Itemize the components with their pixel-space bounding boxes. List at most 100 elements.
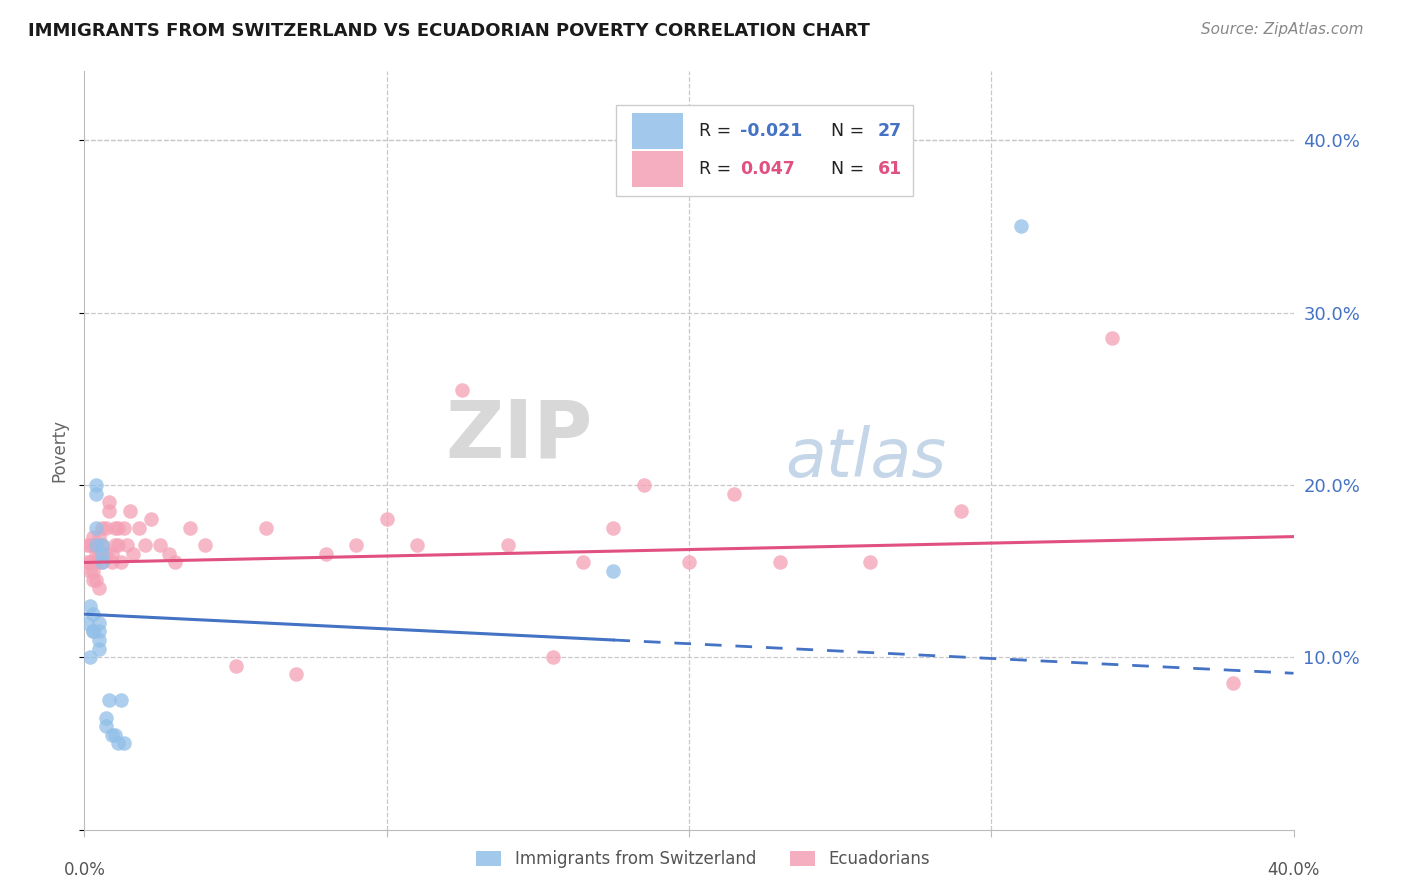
Point: [76, 538, 98, 552]
Point: [86, 486, 108, 500]
Text: R =: R =: [699, 122, 737, 140]
Point: [82, 624, 104, 639]
Point: [723, 486, 745, 500]
Point: [107, 736, 129, 750]
Text: N =: N =: [820, 161, 869, 178]
Point: [97, 495, 120, 509]
Point: [406, 538, 429, 552]
Text: 0.0%: 0.0%: [63, 861, 105, 879]
Point: [79, 599, 101, 613]
Point: [139, 512, 162, 526]
Point: [86, 521, 108, 535]
Bar: [633, 151, 683, 187]
Point: [112, 736, 135, 750]
Text: 0.047: 0.047: [740, 161, 794, 178]
Legend: Immigrants from Switzerland, Ecuadorians: Immigrants from Switzerland, Ecuadorians: [470, 844, 936, 875]
Bar: [616, 105, 912, 196]
Text: R =: R =: [699, 161, 737, 178]
Text: atlas: atlas: [786, 425, 946, 491]
Point: [769, 556, 792, 570]
Point: [91, 556, 114, 570]
Point: [79, 564, 101, 578]
Point: [82, 538, 104, 552]
Point: [107, 538, 129, 552]
Point: [541, 650, 564, 665]
Bar: [633, 113, 683, 150]
Point: [89, 624, 111, 639]
Point: [115, 538, 138, 552]
Point: [285, 667, 308, 681]
Point: [82, 530, 104, 544]
Point: [451, 383, 474, 397]
Point: [86, 573, 108, 587]
Point: [315, 547, 337, 561]
Point: [100, 547, 122, 561]
Point: [678, 556, 700, 570]
Point: [91, 556, 114, 570]
Point: [79, 556, 101, 570]
Point: [112, 521, 135, 535]
Point: [165, 556, 187, 570]
Point: [79, 538, 101, 552]
Point: [179, 521, 201, 535]
Point: [104, 728, 127, 742]
Point: [128, 521, 150, 535]
Point: [82, 564, 104, 578]
Point: [1101, 331, 1123, 345]
Text: 27: 27: [877, 122, 901, 140]
Text: ZIP: ZIP: [444, 396, 592, 475]
Point: [79, 650, 101, 665]
Point: [91, 538, 114, 552]
Point: [859, 556, 882, 570]
Point: [572, 556, 595, 570]
Point: [107, 521, 129, 535]
Point: [82, 607, 104, 622]
Point: [633, 478, 655, 492]
Point: [602, 564, 624, 578]
Point: [82, 624, 104, 639]
Point: [225, 658, 247, 673]
Point: [91, 521, 114, 535]
Point: [94, 521, 117, 535]
Point: [104, 538, 127, 552]
Point: [254, 521, 277, 535]
Point: [94, 719, 117, 733]
Point: [97, 693, 120, 707]
Point: [86, 547, 108, 561]
Point: [110, 693, 132, 707]
Point: [76, 615, 98, 630]
Point: [118, 504, 141, 518]
Y-axis label: Poverty: Poverty: [51, 419, 69, 482]
Point: [89, 633, 111, 648]
Point: [89, 530, 111, 544]
Point: [1222, 676, 1244, 690]
Point: [91, 547, 114, 561]
Point: [157, 547, 180, 561]
Point: [100, 556, 122, 570]
Point: [104, 521, 127, 535]
Point: [89, 582, 111, 596]
Point: [375, 512, 398, 526]
Point: [76, 556, 98, 570]
Text: 61: 61: [877, 161, 901, 178]
Point: [91, 538, 114, 552]
Point: [97, 504, 120, 518]
Point: [110, 556, 132, 570]
Text: N =: N =: [820, 122, 869, 140]
Point: [89, 615, 111, 630]
Point: [346, 538, 368, 552]
Point: [194, 538, 217, 552]
Point: [86, 478, 108, 492]
Point: [94, 547, 117, 561]
Point: [134, 538, 156, 552]
Point: [121, 547, 143, 561]
Text: -0.021: -0.021: [740, 122, 801, 140]
Point: [89, 641, 111, 656]
Point: [950, 504, 973, 518]
Text: IMMIGRANTS FROM SWITZERLAND VS ECUADORIAN POVERTY CORRELATION CHART: IMMIGRANTS FROM SWITZERLAND VS ECUADORIA…: [28, 22, 870, 40]
Point: [89, 547, 111, 561]
Point: [100, 728, 122, 742]
Point: [1011, 219, 1033, 234]
Point: [602, 521, 624, 535]
Point: [82, 573, 104, 587]
